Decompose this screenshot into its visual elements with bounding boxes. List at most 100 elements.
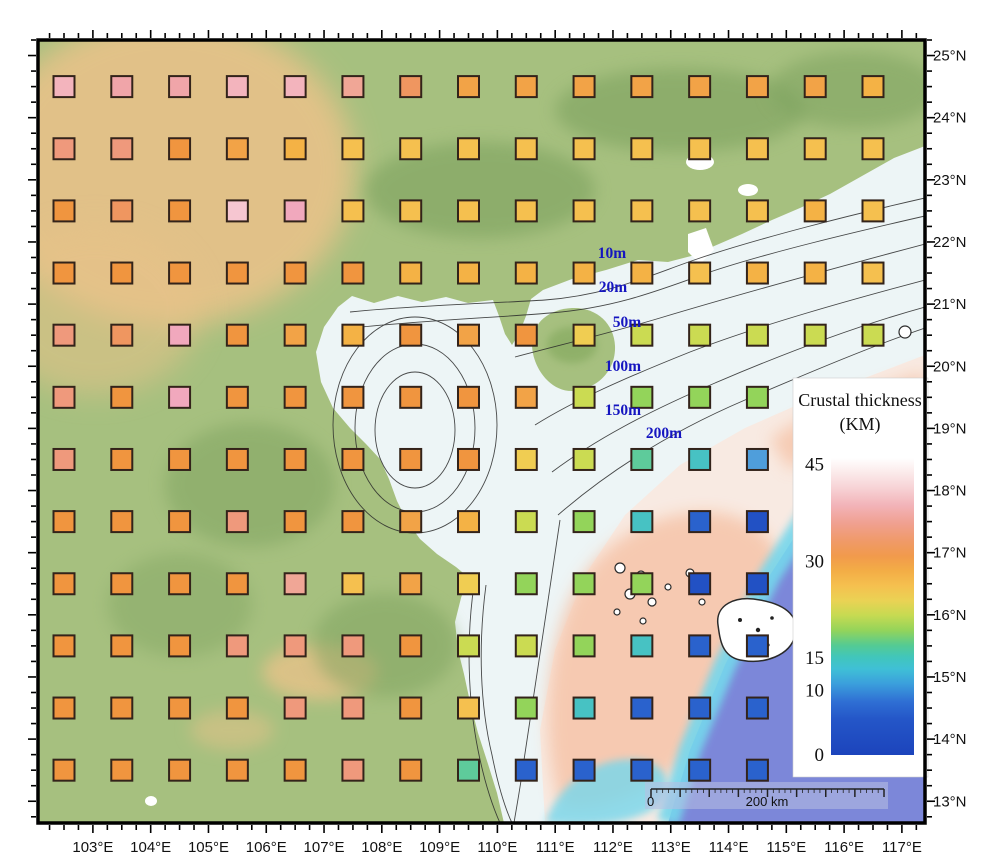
- thickness-sample: [399, 447, 423, 471]
- paracel-islet: [639, 617, 647, 625]
- thickness-sample: [630, 385, 654, 409]
- thickness-sample: [283, 323, 307, 347]
- legend-title-units: (KM): [840, 414, 881, 435]
- thickness-sample: [52, 137, 76, 161]
- thickness-sample: [110, 323, 134, 347]
- thickness-sample: [456, 572, 480, 596]
- lat-tick-label: 19°N: [933, 420, 967, 437]
- lat-tick-label: 21°N: [933, 296, 967, 313]
- thickness-sample: [572, 696, 596, 720]
- thickness-sample: [341, 510, 365, 534]
- scalebar-start-label: 0: [647, 794, 654, 809]
- thickness-sample: [283, 634, 307, 658]
- lat-tick-label: 17°N: [933, 545, 967, 562]
- thickness-sample: [110, 137, 134, 161]
- thickness-sample: [399, 261, 423, 285]
- thickness-sample: [52, 323, 76, 347]
- thickness-sample: [514, 696, 538, 720]
- legend: Crustal thickness (KM) 45 30 15 10 0: [792, 377, 929, 778]
- thickness-sample: [168, 447, 192, 471]
- thickness-sample: [514, 634, 538, 658]
- thickness-sample: [514, 323, 538, 347]
- thickness-sample: [514, 758, 538, 782]
- lon-tick-label: 113°E: [651, 839, 691, 856]
- thickness-sample: [225, 758, 249, 782]
- thickness-sample: [745, 385, 769, 409]
- thickness-sample: [110, 447, 134, 471]
- depth-label: 100m: [605, 358, 641, 375]
- tan-patch-s2: [190, 710, 274, 750]
- thickness-sample: [803, 137, 827, 161]
- frame-ticks: [28, 30, 935, 833]
- thickness-sample: [168, 634, 192, 658]
- thickness-sample: [225, 199, 249, 223]
- thickness-sample: [572, 199, 596, 223]
- thickness-sample: [168, 572, 192, 596]
- thickness-sample: [283, 447, 307, 471]
- thickness-sample: [225, 385, 249, 409]
- thickness-sample: [110, 758, 134, 782]
- thickness-sample: [168, 696, 192, 720]
- thickness-sample: [745, 261, 769, 285]
- axis-labels: 103°E 104°E 105°E 106°E 107°E 108°E 109°E 110°E…: [72, 48, 966, 856]
- paracel-islet: [647, 597, 657, 607]
- thickness-sample: [399, 75, 423, 99]
- thickness-sample: [572, 447, 596, 471]
- thickness-sample: [283, 758, 307, 782]
- thickness-sample: [110, 510, 134, 534]
- thickness-sample: [688, 199, 712, 223]
- thickness-sample: [341, 447, 365, 471]
- lat-tick-label: 22°N: [933, 234, 967, 251]
- thickness-sample: [341, 385, 365, 409]
- thickness-sample: [572, 385, 596, 409]
- depth-label: 50m: [613, 314, 642, 331]
- thickness-sample: [341, 199, 365, 223]
- thickness-sample: [514, 572, 538, 596]
- ridge-5: [313, 593, 457, 697]
- thickness-sample: [168, 75, 192, 99]
- thickness-sample: [514, 385, 538, 409]
- thickness-sample: [399, 199, 423, 223]
- vietnam-shelf-contour-1: [468, 584, 501, 823]
- thickness-sample: [572, 634, 596, 658]
- thickness-sample: [399, 572, 423, 596]
- thickness-sample: [514, 447, 538, 471]
- map-frame: [36, 38, 927, 825]
- thickness-sample: [630, 758, 654, 782]
- thickness-sample: [688, 634, 712, 658]
- thickness-sample: [110, 385, 134, 409]
- thickness-sample: [456, 634, 480, 658]
- thickness-sample: [688, 261, 712, 285]
- thickness-sample: [572, 323, 596, 347]
- lon-tick-label: 110°E: [477, 839, 517, 856]
- thickness-sample: [168, 199, 192, 223]
- thickness-sample: [225, 75, 249, 99]
- thickness-sample: [225, 510, 249, 534]
- thickness-sample: [110, 634, 134, 658]
- thickness-sample: [225, 323, 249, 347]
- gulf-contour-inner: [374, 371, 456, 489]
- thickness-sample: [110, 75, 134, 99]
- thickness-sample-grid: [52, 75, 885, 782]
- thickness-sample: [52, 572, 76, 596]
- paracel-islet: [613, 608, 621, 616]
- lon-tick-label: 106°E: [246, 839, 287, 856]
- vietnam-shelf-contour-2: [480, 584, 513, 823]
- legend-tick-labels: 45 30 15 10 0: [805, 454, 824, 766]
- thickness-sample: [745, 137, 769, 161]
- lat-tick-label: 25°N: [933, 48, 967, 65]
- thickness-sample: [745, 447, 769, 471]
- lon-tick-label: 114°E: [709, 839, 749, 856]
- speckle: [738, 618, 742, 622]
- ridge-2: [555, 68, 805, 152]
- thickness-sample: [745, 323, 769, 347]
- thickness-sample: [456, 323, 480, 347]
- ridge-3: [770, 52, 925, 128]
- legend-tick-label: 0: [815, 745, 825, 766]
- lon-tick-label: 105°E: [188, 839, 229, 856]
- thickness-sample: [861, 199, 885, 223]
- legend-tick-label: 15: [805, 648, 824, 669]
- legend-tick-label: 30: [805, 551, 824, 572]
- salmon-crust-band: [547, 511, 789, 808]
